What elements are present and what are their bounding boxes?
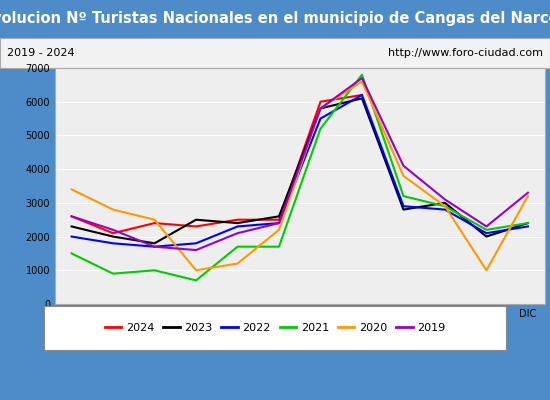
Legend: 2024, 2023, 2022, 2021, 2020, 2019: 2024, 2023, 2022, 2021, 2020, 2019 xyxy=(100,318,450,338)
Text: 2019 - 2024: 2019 - 2024 xyxy=(7,48,74,58)
Text: Evolucion Nº Turistas Nacionales en el municipio de Cangas del Narcea: Evolucion Nº Turistas Nacionales en el m… xyxy=(0,12,550,26)
Text: http://www.foro-ciudad.com: http://www.foro-ciudad.com xyxy=(388,48,543,58)
